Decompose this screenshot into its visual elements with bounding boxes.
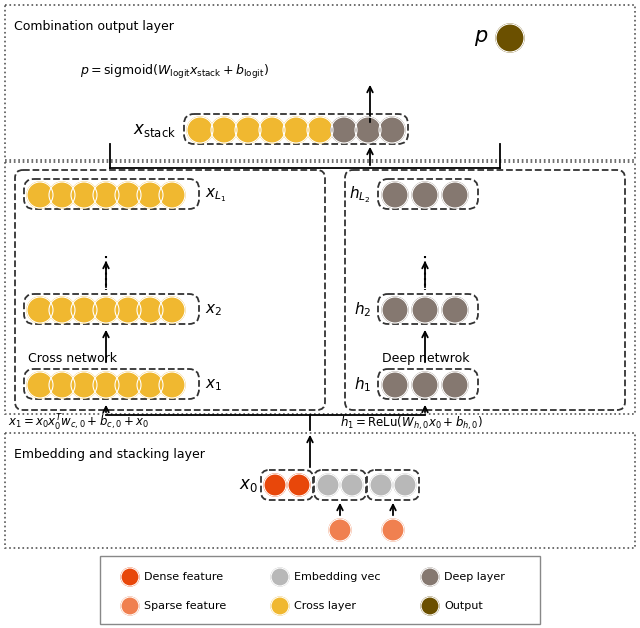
Circle shape bbox=[71, 372, 97, 398]
Circle shape bbox=[421, 597, 439, 615]
Text: $h_1 = \mathrm{ReLu}(W_{h,0}x_0 + b_{h,0})$: $h_1 = \mathrm{ReLu}(W_{h,0}x_0 + b_{h,0… bbox=[340, 414, 483, 431]
Text: $h_2$: $h_2$ bbox=[354, 301, 371, 320]
Circle shape bbox=[271, 597, 289, 615]
Circle shape bbox=[382, 182, 408, 208]
Circle shape bbox=[121, 568, 139, 586]
Text: $x_2$: $x_2$ bbox=[205, 302, 222, 318]
Circle shape bbox=[211, 117, 237, 143]
Circle shape bbox=[394, 474, 416, 496]
Text: $x_{L_1}$: $x_{L_1}$ bbox=[205, 187, 227, 204]
Circle shape bbox=[355, 117, 381, 143]
Circle shape bbox=[137, 297, 163, 323]
Text: Cross layer: Cross layer bbox=[294, 601, 356, 611]
Circle shape bbox=[71, 182, 97, 208]
Circle shape bbox=[496, 24, 524, 52]
Circle shape bbox=[137, 182, 163, 208]
Text: Sparse feature: Sparse feature bbox=[144, 601, 227, 611]
Circle shape bbox=[412, 182, 438, 208]
Circle shape bbox=[27, 182, 53, 208]
Circle shape bbox=[71, 297, 97, 323]
Circle shape bbox=[421, 568, 439, 586]
Circle shape bbox=[288, 474, 310, 496]
Circle shape bbox=[49, 297, 75, 323]
Text: $x_1 = x_0 x_0^T w_{c,0} + b_{c,0} + x_0$: $x_1 = x_0 x_0^T w_{c,0} + b_{c,0} + x_0… bbox=[8, 413, 149, 433]
Text: $\mathit{p}$: $\mathit{p}$ bbox=[474, 28, 488, 48]
Circle shape bbox=[341, 474, 363, 496]
Circle shape bbox=[27, 297, 53, 323]
Circle shape bbox=[235, 117, 261, 143]
Circle shape bbox=[329, 519, 351, 541]
Text: $x_0$: $x_0$ bbox=[239, 476, 258, 494]
Circle shape bbox=[317, 474, 339, 496]
Circle shape bbox=[382, 297, 408, 323]
Circle shape bbox=[159, 372, 185, 398]
Text: $x_{\mathrm{stack}}$: $x_{\mathrm{stack}}$ bbox=[133, 121, 176, 139]
Circle shape bbox=[159, 297, 185, 323]
Text: $x_1$: $x_1$ bbox=[205, 377, 222, 393]
Circle shape bbox=[370, 474, 392, 496]
Circle shape bbox=[382, 372, 408, 398]
Bar bbox=[5, 162, 635, 414]
Text: Cross network: Cross network bbox=[28, 352, 117, 365]
Circle shape bbox=[49, 372, 75, 398]
Bar bbox=[5, 433, 635, 548]
Text: $p = \mathrm{sigmoid}(W_{\mathrm{logit}}x_{\mathrm{stack}} + b_{\mathrm{logit}}): $p = \mathrm{sigmoid}(W_{\mathrm{logit}}… bbox=[80, 63, 269, 81]
Bar bbox=[5, 5, 635, 160]
Circle shape bbox=[93, 297, 119, 323]
Circle shape bbox=[259, 117, 285, 143]
Text: $h_{L_2}$: $h_{L_2}$ bbox=[349, 185, 371, 205]
Circle shape bbox=[115, 297, 141, 323]
Text: Output: Output bbox=[444, 601, 483, 611]
Circle shape bbox=[159, 182, 185, 208]
Circle shape bbox=[442, 372, 468, 398]
Circle shape bbox=[115, 182, 141, 208]
Circle shape bbox=[187, 117, 213, 143]
Circle shape bbox=[93, 182, 119, 208]
Text: Dense feature: Dense feature bbox=[144, 572, 223, 582]
Circle shape bbox=[49, 182, 75, 208]
Text: Embedding and stacking layer: Embedding and stacking layer bbox=[14, 448, 205, 461]
Circle shape bbox=[93, 372, 119, 398]
Text: Embedding vec: Embedding vec bbox=[294, 572, 381, 582]
Circle shape bbox=[442, 182, 468, 208]
Circle shape bbox=[137, 372, 163, 398]
Text: Deep netwrok: Deep netwrok bbox=[383, 352, 470, 365]
Text: Deep layer: Deep layer bbox=[444, 572, 505, 582]
Circle shape bbox=[121, 597, 139, 615]
Circle shape bbox=[331, 117, 357, 143]
Circle shape bbox=[115, 372, 141, 398]
Circle shape bbox=[442, 297, 468, 323]
Bar bbox=[100, 556, 540, 624]
Text: $h_1$: $h_1$ bbox=[354, 376, 371, 394]
Circle shape bbox=[307, 117, 333, 143]
Text: Combination output layer: Combination output layer bbox=[14, 20, 174, 33]
Circle shape bbox=[379, 117, 405, 143]
Circle shape bbox=[271, 568, 289, 586]
Circle shape bbox=[283, 117, 309, 143]
Circle shape bbox=[412, 372, 438, 398]
Circle shape bbox=[27, 372, 53, 398]
Circle shape bbox=[264, 474, 286, 496]
Circle shape bbox=[382, 519, 404, 541]
Circle shape bbox=[412, 297, 438, 323]
